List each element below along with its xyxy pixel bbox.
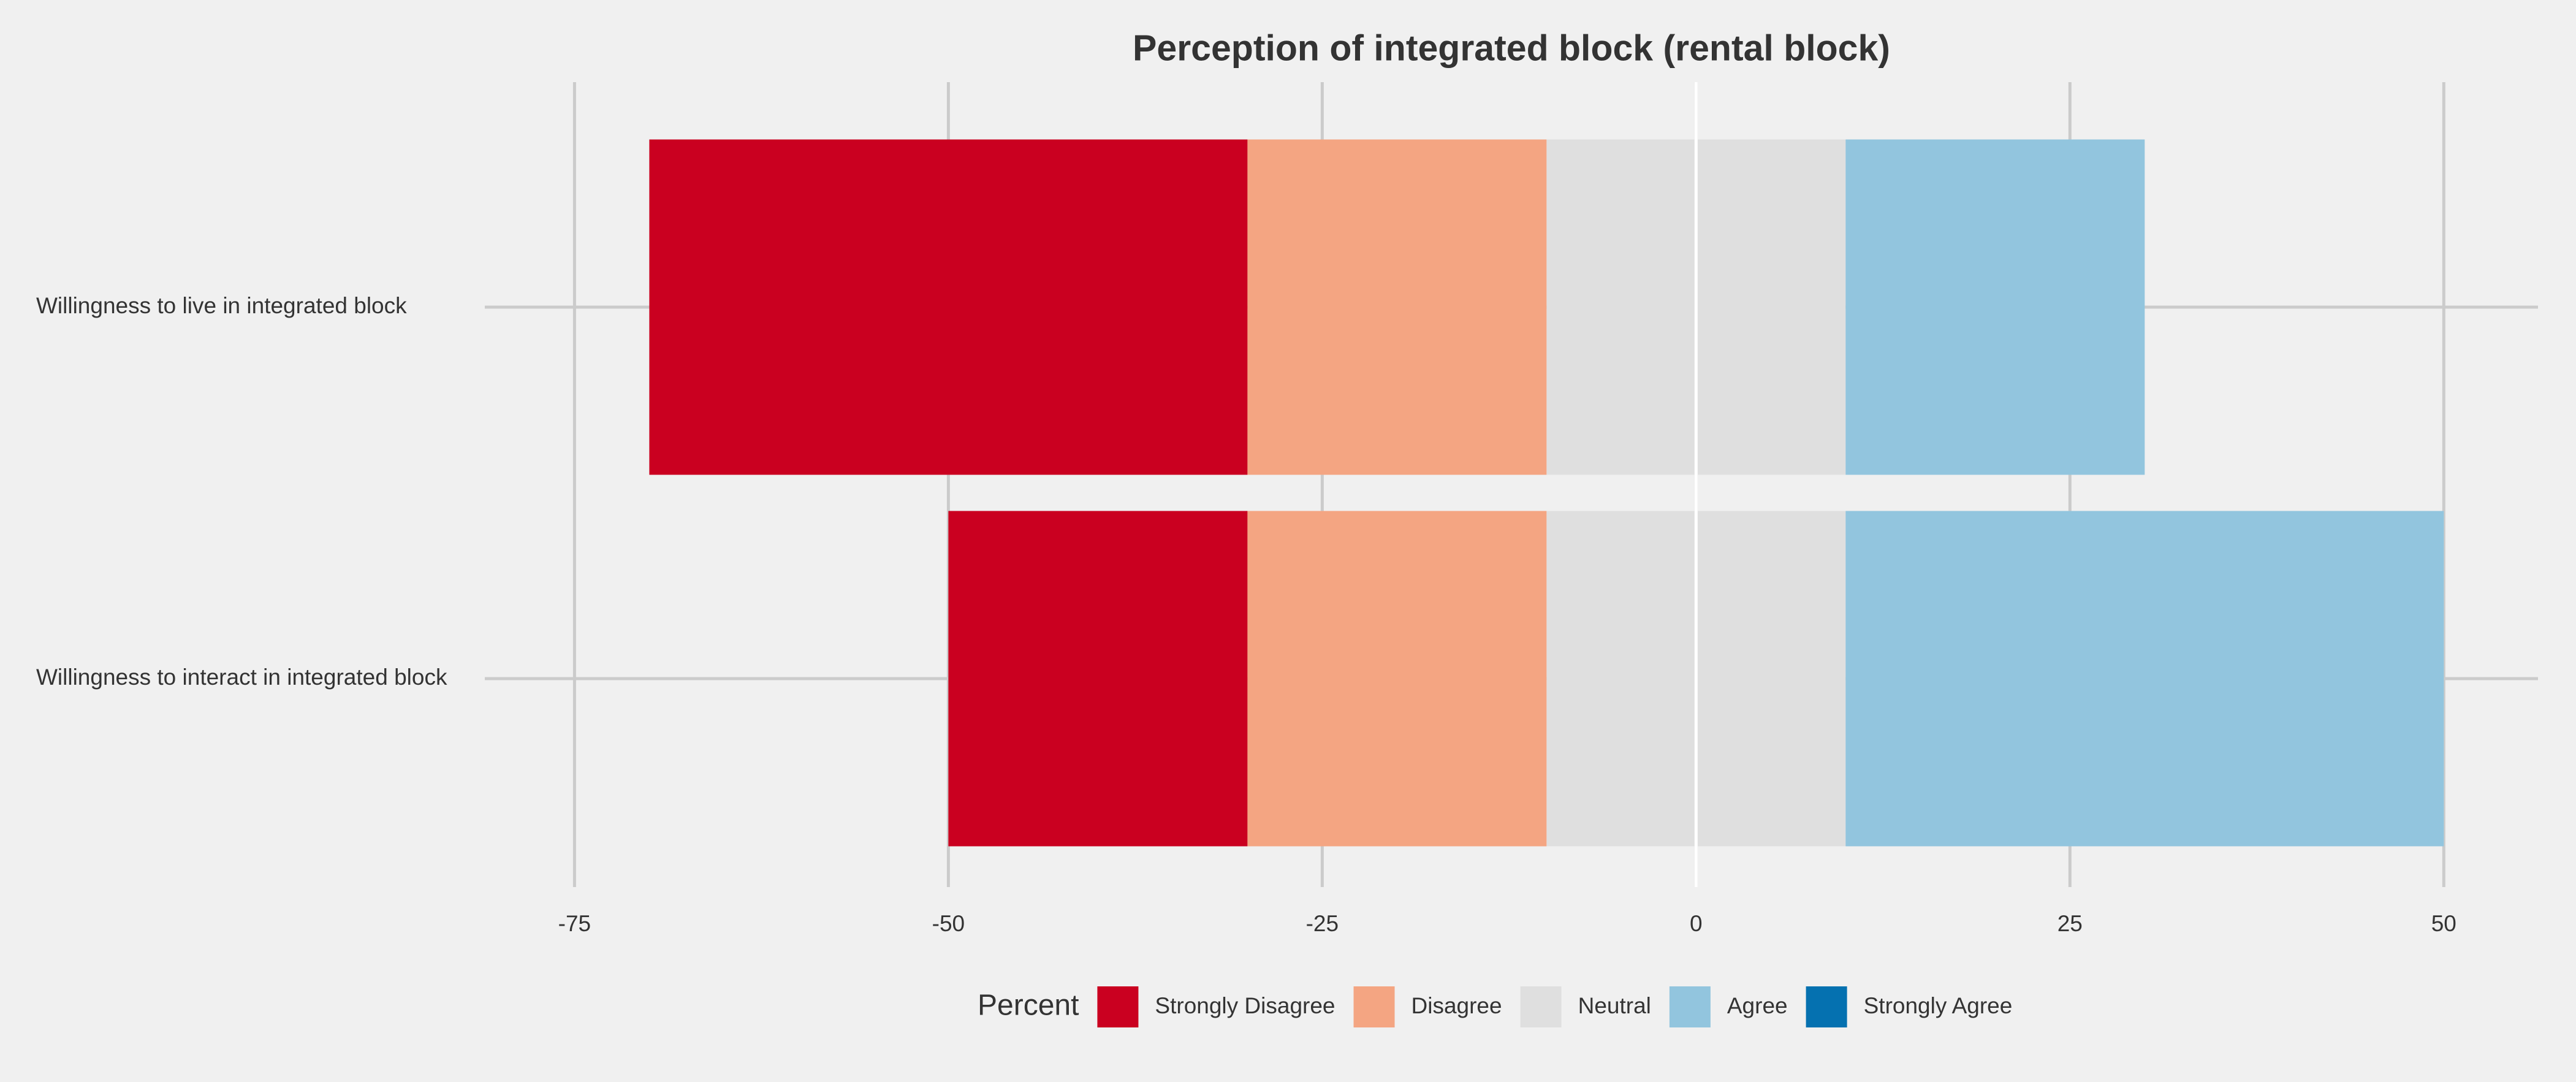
bar bbox=[1845, 139, 2145, 475]
bar bbox=[649, 139, 1248, 475]
legend-label: Neutral bbox=[1578, 993, 1651, 1018]
legend-swatch bbox=[1806, 986, 1847, 1027]
y-tick-label: Willingness to interact in integrated bl… bbox=[36, 665, 447, 690]
legend-swatch bbox=[1669, 986, 1711, 1027]
bar bbox=[1247, 511, 1547, 847]
legend-title: Percent bbox=[978, 989, 1079, 1022]
bar bbox=[1247, 139, 1547, 475]
bar bbox=[948, 511, 1248, 847]
legend-label: Strongly Disagree bbox=[1155, 993, 1335, 1018]
y-tick-label: Willingness to live in integrated block bbox=[36, 293, 407, 318]
x-tick-label: -50 bbox=[932, 911, 965, 936]
x-tick-label: 50 bbox=[2431, 911, 2456, 936]
legend-swatch bbox=[1520, 986, 1562, 1027]
x-tick-label: -25 bbox=[1306, 911, 1339, 936]
x-tick-label: 0 bbox=[1690, 911, 1703, 936]
x-tick-label: -75 bbox=[558, 911, 591, 936]
legend-swatch bbox=[1097, 986, 1139, 1027]
legend-swatch bbox=[1353, 986, 1395, 1027]
legend-label: Disagree bbox=[1411, 993, 1502, 1018]
legend-label: Strongly Agree bbox=[1864, 993, 2013, 1018]
chart-title: Perception of integrated block (rental b… bbox=[1133, 28, 1890, 69]
bar bbox=[1845, 511, 2444, 847]
x-tick-label: 25 bbox=[2057, 911, 2083, 936]
legend-label: Agree bbox=[1727, 993, 1788, 1018]
